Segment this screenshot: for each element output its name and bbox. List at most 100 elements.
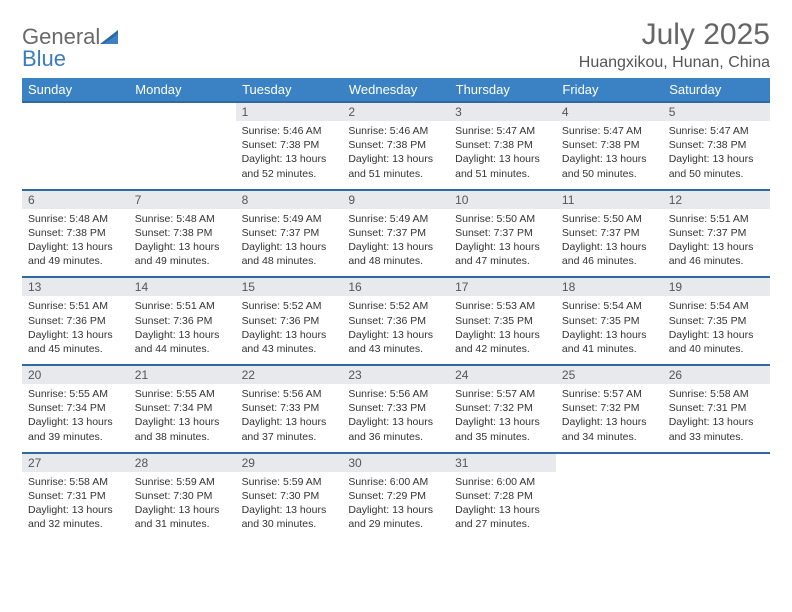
- day-number: 18: [556, 278, 663, 296]
- week-row: 1Sunrise: 5:46 AMSunset: 7:38 PMDaylight…: [22, 102, 770, 190]
- sunrise-text: Sunrise: 5:55 AM: [135, 387, 230, 401]
- day-cell: 31Sunrise: 6:00 AMSunset: 7:28 PMDayligh…: [449, 453, 556, 540]
- sunrise-text: Sunrise: 6:00 AM: [348, 475, 443, 489]
- day-body: Sunrise: 5:46 AMSunset: 7:38 PMDaylight:…: [236, 121, 343, 189]
- daylight-text: Daylight: 13 hours and 39 minutes.: [28, 415, 123, 443]
- daylight-text: Daylight: 13 hours and 51 minutes.: [348, 152, 443, 180]
- day-header: Monday: [129, 78, 236, 102]
- day-body: Sunrise: 5:54 AMSunset: 7:35 PMDaylight:…: [556, 296, 663, 364]
- daylight-text: Daylight: 13 hours and 37 minutes.: [242, 415, 337, 443]
- day-cell: 15Sunrise: 5:52 AMSunset: 7:36 PMDayligh…: [236, 277, 343, 365]
- day-number: 1: [236, 103, 343, 121]
- daylight-text: Daylight: 13 hours and 46 minutes.: [562, 240, 657, 268]
- sunrise-text: Sunrise: 5:48 AM: [135, 212, 230, 226]
- week-row: 6Sunrise: 5:48 AMSunset: 7:38 PMDaylight…: [22, 190, 770, 278]
- day-cell: 28Sunrise: 5:59 AMSunset: 7:30 PMDayligh…: [129, 453, 236, 540]
- day-cell: 18Sunrise: 5:54 AMSunset: 7:35 PMDayligh…: [556, 277, 663, 365]
- daylight-text: Daylight: 13 hours and 44 minutes.: [135, 328, 230, 356]
- daylight-text: Daylight: 13 hours and 31 minutes.: [135, 503, 230, 531]
- sunrise-text: Sunrise: 5:52 AM: [242, 299, 337, 313]
- sunrise-text: Sunrise: 5:54 AM: [669, 299, 764, 313]
- sunrise-text: Sunrise: 5:57 AM: [562, 387, 657, 401]
- day-cell: 16Sunrise: 5:52 AMSunset: 7:36 PMDayligh…: [342, 277, 449, 365]
- daylight-text: Daylight: 13 hours and 33 minutes.: [669, 415, 764, 443]
- week-row: 27Sunrise: 5:58 AMSunset: 7:31 PMDayligh…: [22, 453, 770, 540]
- sunset-text: Sunset: 7:30 PM: [135, 489, 230, 503]
- sunrise-text: Sunrise: 5:49 AM: [242, 212, 337, 226]
- day-cell: 3Sunrise: 5:47 AMSunset: 7:38 PMDaylight…: [449, 102, 556, 190]
- sunrise-text: Sunrise: 6:00 AM: [455, 475, 550, 489]
- calendar-table: SundayMondayTuesdayWednesdayThursdayFrid…: [22, 78, 770, 539]
- sunrise-text: Sunrise: 5:56 AM: [348, 387, 443, 401]
- day-body: Sunrise: 5:52 AMSunset: 7:36 PMDaylight:…: [342, 296, 449, 364]
- day-header: Sunday: [22, 78, 129, 102]
- daylight-text: Daylight: 13 hours and 34 minutes.: [562, 415, 657, 443]
- daylight-text: Daylight: 13 hours and 45 minutes.: [28, 328, 123, 356]
- sunrise-text: Sunrise: 5:59 AM: [242, 475, 337, 489]
- day-body: Sunrise: 5:56 AMSunset: 7:33 PMDaylight:…: [236, 384, 343, 452]
- daylight-text: Daylight: 13 hours and 50 minutes.: [669, 152, 764, 180]
- day-header: Tuesday: [236, 78, 343, 102]
- day-number: 28: [129, 454, 236, 472]
- day-number: 21: [129, 366, 236, 384]
- sunrise-text: Sunrise: 5:58 AM: [669, 387, 764, 401]
- day-number: [663, 454, 770, 472]
- sunset-text: Sunset: 7:38 PM: [135, 226, 230, 240]
- sunset-text: Sunset: 7:29 PM: [348, 489, 443, 503]
- sunrise-text: Sunrise: 5:48 AM: [28, 212, 123, 226]
- day-cell: [556, 453, 663, 540]
- daylight-text: Daylight: 13 hours and 52 minutes.: [242, 152, 337, 180]
- daylight-text: Daylight: 13 hours and 47 minutes.: [455, 240, 550, 268]
- sunset-text: Sunset: 7:36 PM: [28, 314, 123, 328]
- day-body: Sunrise: 5:50 AMSunset: 7:37 PMDaylight:…: [556, 209, 663, 277]
- sunset-text: Sunset: 7:38 PM: [28, 226, 123, 240]
- sunrise-text: Sunrise: 5:53 AM: [455, 299, 550, 313]
- sunset-text: Sunset: 7:28 PM: [455, 489, 550, 503]
- sunset-text: Sunset: 7:36 PM: [135, 314, 230, 328]
- day-cell: 23Sunrise: 5:56 AMSunset: 7:33 PMDayligh…: [342, 365, 449, 453]
- day-cell: 14Sunrise: 5:51 AMSunset: 7:36 PMDayligh…: [129, 277, 236, 365]
- sunset-text: Sunset: 7:35 PM: [455, 314, 550, 328]
- sunrise-text: Sunrise: 5:54 AM: [562, 299, 657, 313]
- page-title: July 2025: [579, 18, 770, 52]
- day-cell: 12Sunrise: 5:51 AMSunset: 7:37 PMDayligh…: [663, 190, 770, 278]
- sunset-text: Sunset: 7:30 PM: [242, 489, 337, 503]
- sunrise-text: Sunrise: 5:50 AM: [562, 212, 657, 226]
- daylight-text: Daylight: 13 hours and 30 minutes.: [242, 503, 337, 531]
- day-body: Sunrise: 5:47 AMSunset: 7:38 PMDaylight:…: [556, 121, 663, 189]
- day-number: 8: [236, 191, 343, 209]
- day-number: 31: [449, 454, 556, 472]
- day-body: Sunrise: 5:48 AMSunset: 7:38 PMDaylight:…: [129, 209, 236, 277]
- sail-icon: [100, 26, 120, 48]
- day-header: Friday: [556, 78, 663, 102]
- sunset-text: Sunset: 7:37 PM: [242, 226, 337, 240]
- sunset-text: Sunset: 7:38 PM: [242, 138, 337, 152]
- day-number: 6: [22, 191, 129, 209]
- day-cell: 29Sunrise: 5:59 AMSunset: 7:30 PMDayligh…: [236, 453, 343, 540]
- day-body: Sunrise: 5:47 AMSunset: 7:38 PMDaylight:…: [449, 121, 556, 189]
- day-body: Sunrise: 5:46 AMSunset: 7:38 PMDaylight:…: [342, 121, 449, 189]
- day-cell: 17Sunrise: 5:53 AMSunset: 7:35 PMDayligh…: [449, 277, 556, 365]
- daylight-text: Daylight: 13 hours and 51 minutes.: [455, 152, 550, 180]
- day-body: Sunrise: 5:57 AMSunset: 7:32 PMDaylight:…: [449, 384, 556, 452]
- day-number: 22: [236, 366, 343, 384]
- day-cell: 30Sunrise: 6:00 AMSunset: 7:29 PMDayligh…: [342, 453, 449, 540]
- sunset-text: Sunset: 7:32 PM: [562, 401, 657, 415]
- sunset-text: Sunset: 7:38 PM: [562, 138, 657, 152]
- day-number: 13: [22, 278, 129, 296]
- daylight-text: Daylight: 13 hours and 43 minutes.: [242, 328, 337, 356]
- daylight-text: Daylight: 13 hours and 32 minutes.: [28, 503, 123, 531]
- day-cell: 6Sunrise: 5:48 AMSunset: 7:38 PMDaylight…: [22, 190, 129, 278]
- daylight-text: Daylight: 13 hours and 43 minutes.: [348, 328, 443, 356]
- sunrise-text: Sunrise: 5:47 AM: [455, 124, 550, 138]
- sunset-text: Sunset: 7:37 PM: [562, 226, 657, 240]
- day-number: 24: [449, 366, 556, 384]
- sunrise-text: Sunrise: 5:49 AM: [348, 212, 443, 226]
- day-cell: [22, 102, 129, 190]
- day-cell: 24Sunrise: 5:57 AMSunset: 7:32 PMDayligh…: [449, 365, 556, 453]
- day-cell: 10Sunrise: 5:50 AMSunset: 7:37 PMDayligh…: [449, 190, 556, 278]
- sunrise-text: Sunrise: 5:55 AM: [28, 387, 123, 401]
- day-body: Sunrise: 5:50 AMSunset: 7:37 PMDaylight:…: [449, 209, 556, 277]
- sunrise-text: Sunrise: 5:51 AM: [28, 299, 123, 313]
- sunrise-text: Sunrise: 5:47 AM: [562, 124, 657, 138]
